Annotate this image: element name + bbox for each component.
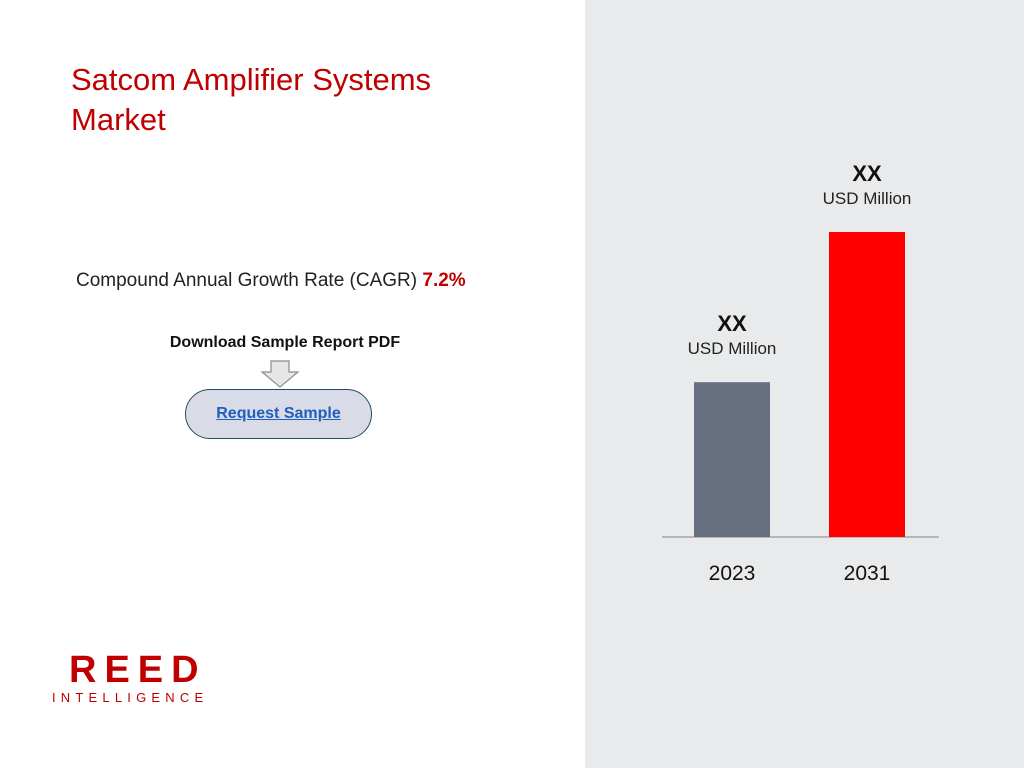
- request-sample-button[interactable]: Request Sample: [185, 389, 372, 439]
- x-tick-label: 2023: [708, 562, 756, 585]
- data-label-2031: XX USD Million: [797, 160, 937, 210]
- data-label-2023: XX USD Million: [662, 310, 802, 360]
- download-label: Download Sample Report PDF: [169, 334, 401, 351]
- market-size-chart: XX USD Million XX USD Million 2023 2031: [585, 0, 1024, 768]
- data-label-value: XX: [852, 161, 882, 186]
- data-label-unit: USD Million: [822, 189, 912, 208]
- down-arrow-icon: [260, 360, 300, 388]
- reed-intelligence-logo: REED INTELLIGENCE: [52, 650, 222, 710]
- chart-svg: [662, 232, 939, 538]
- chart-panel-background: [585, 0, 1024, 768]
- x-tick-label: 2031: [843, 562, 891, 585]
- cagr-value: 7.2%: [422, 270, 466, 291]
- logo-main-text: REED: [69, 649, 207, 691]
- request-sample-link[interactable]: Request Sample: [216, 405, 341, 422]
- logo-sub-text: INTELLIGENCE: [52, 690, 209, 705]
- page-title: Satcom Amplifier Systems Market: [71, 62, 432, 137]
- bar-2023: [694, 382, 770, 537]
- cagr-label: Compound Annual Growth Rate (CAGR): [76, 270, 418, 291]
- cagr-line: Compound Annual Growth Rate (CAGR) 7.2%: [76, 270, 466, 292]
- bar-2031: [829, 232, 905, 537]
- data-label-value: XX: [717, 311, 747, 337]
- data-label-unit: USD Million: [687, 339, 777, 359]
